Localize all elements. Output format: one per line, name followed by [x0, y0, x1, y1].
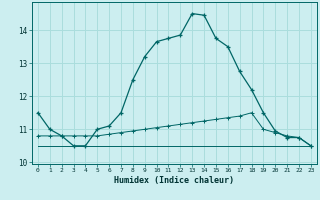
X-axis label: Humidex (Indice chaleur): Humidex (Indice chaleur) [115, 176, 234, 185]
